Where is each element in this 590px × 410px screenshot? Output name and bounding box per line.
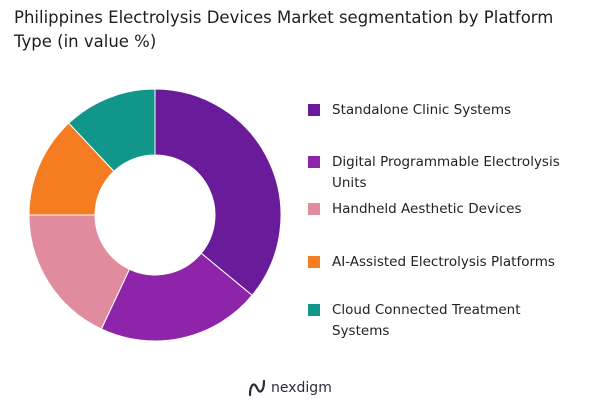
legend-label: AI-Assisted Electrolysis Platforms	[332, 254, 555, 270]
donut-chart	[28, 88, 282, 342]
legend-swatch	[308, 304, 320, 316]
legend-item-cloud-connected-treatment-systems: Cloud Connected Treatment Systems	[308, 300, 572, 342]
legend-swatch	[308, 203, 320, 215]
legend-item-handheld-aesthetic-devices: Handheld Aesthetic Devices	[308, 199, 572, 220]
legend-label: Cloud Connected Treatment Systems	[332, 302, 521, 339]
legend-item-ai-assisted-electrolysis-platforms: AI-Assisted Electrolysis Platforms	[308, 252, 572, 273]
legend-item-standalone-clinic-systems: Standalone Clinic Systems	[308, 100, 572, 121]
legend-label: Standalone Clinic Systems	[332, 102, 512, 118]
brand-name: nexdigm	[271, 380, 332, 396]
donut-slice-handheld-aesthetic-devices	[28, 214, 131, 330]
donut-slice-digital-programmable-electrolysis-units	[100, 252, 253, 342]
donut-slice-cloud-connected-treatment-systems	[68, 88, 156, 172]
legend-swatch	[308, 256, 320, 268]
legend-item-digital-programmable-electrolysis-units: Digital Programmable Electrolysis Units	[308, 152, 572, 194]
legend-label: Handheld Aesthetic Devices	[332, 201, 522, 217]
brand-logo: nexdigm	[247, 378, 332, 398]
legend-swatch	[308, 156, 320, 168]
nexdigm-logo-icon	[248, 379, 266, 397]
donut-slice-standalone-clinic-systems	[154, 88, 282, 297]
legend-swatch	[308, 104, 320, 116]
legend-label: Digital Programmable Electrolysis Units	[332, 154, 560, 191]
chart-title: Philippines Electrolysis Devices Market …	[14, 8, 554, 51]
